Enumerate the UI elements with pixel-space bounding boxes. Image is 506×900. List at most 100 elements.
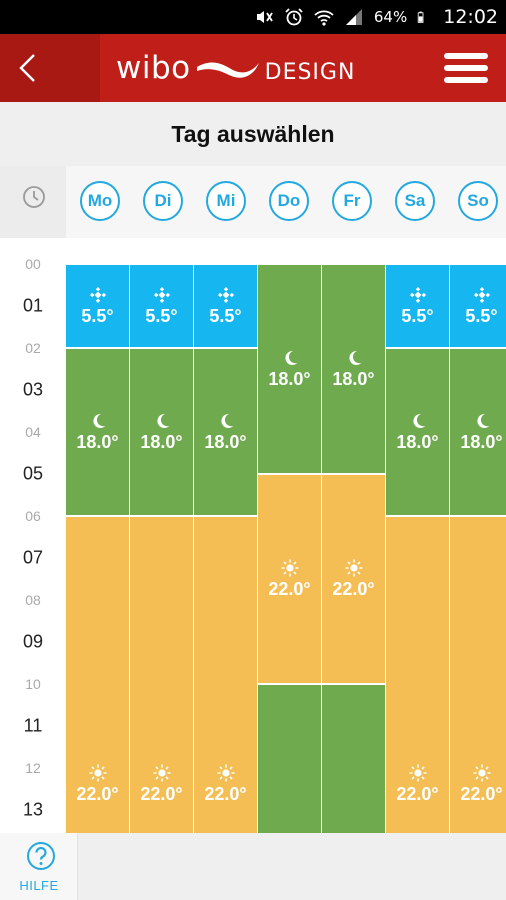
- day-selector: Mo Di Mi Do Fr Sa So: [0, 166, 506, 238]
- logo-wibo-text: wibo: [116, 50, 191, 86]
- schedule-block-fr-night[interactable]: [322, 685, 385, 833]
- schedule-block-sa-day[interactable]: 22.0°: [386, 517, 449, 833]
- moon-icon: [89, 412, 107, 430]
- battery-icon: [418, 11, 424, 23]
- hour-column: 00 01 02 03 04 05 06 07 08 09 10 11 12 13: [0, 238, 66, 833]
- help-label: HILFE: [19, 878, 59, 893]
- day-button-mo[interactable]: Mo: [80, 181, 120, 221]
- schedule-block-mi-night[interactable]: 18.0°: [194, 349, 257, 515]
- back-icon: [19, 54, 35, 82]
- hour-label: 04: [25, 424, 41, 440]
- sun-icon: [89, 764, 107, 782]
- help-button[interactable]: HILFE: [0, 833, 78, 900]
- temperature-label: 22.0°: [460, 783, 503, 804]
- day-button-do[interactable]: Do: [269, 181, 309, 221]
- schedule-block-sa-night[interactable]: 18.0°: [386, 349, 449, 515]
- hour-label: 06: [25, 508, 41, 524]
- moon-icon: [217, 412, 235, 430]
- brand-logo: wibo DESIGN: [116, 46, 355, 90]
- hour-label: 09: [22, 631, 44, 652]
- time-column-header: [0, 166, 66, 238]
- hour-label: 10: [25, 676, 41, 692]
- mute-icon: [256, 11, 273, 23]
- alarm-icon: [285, 8, 303, 26]
- sun-icon: [473, 764, 491, 782]
- temperature-label: 5.5°: [209, 305, 242, 326]
- app-bar: wibo DESIGN: [0, 34, 506, 102]
- hour-label: 00: [25, 256, 41, 272]
- subheader: Tag auswählen: [0, 102, 506, 166]
- bottom-bar: HILFE: [0, 833, 506, 900]
- snowflake-icon: [217, 286, 235, 304]
- snowflake-icon: [153, 286, 171, 304]
- hour-label: 01: [22, 295, 44, 316]
- temperature-label: 18.0°: [76, 431, 119, 452]
- logo-wave-icon: [196, 62, 259, 78]
- temperature-label: 22.0°: [332, 578, 375, 599]
- schedule-block-fr-night[interactable]: 18.0°: [322, 265, 385, 473]
- hour-label: 07: [22, 547, 44, 568]
- hour-label: 03: [22, 379, 44, 400]
- back-button[interactable]: [0, 34, 100, 102]
- schedule-block-so-day[interactable]: 22.0°: [450, 517, 506, 833]
- page-title: Tag auswählen: [171, 120, 335, 147]
- hour-label: 12: [25, 760, 41, 776]
- schedule-block-sa-frost[interactable]: 5.5°: [386, 265, 449, 347]
- moon-icon: [281, 349, 299, 367]
- moon-icon: [153, 412, 171, 430]
- schedule-block-do-night[interactable]: [258, 685, 321, 833]
- schedule-block-mo-night[interactable]: 18.0°: [66, 349, 129, 515]
- hour-label: 05: [22, 463, 44, 484]
- temperature-label: 18.0°: [332, 368, 375, 389]
- temperature-label: 18.0°: [140, 431, 183, 452]
- snowflake-icon: [409, 286, 427, 304]
- snowflake-icon: [89, 286, 107, 304]
- hour-label: 08: [25, 592, 41, 608]
- temperature-label: 5.5°: [401, 305, 434, 326]
- schedule-block-di-day[interactable]: 22.0°: [130, 517, 193, 833]
- schedule-block-di-frost[interactable]: 5.5°: [130, 265, 193, 347]
- help-icon: [27, 842, 55, 870]
- clock-time: 12:02: [443, 6, 498, 28]
- battery-percent: 64%: [373, 8, 408, 26]
- wifi-icon: [314, 10, 334, 26]
- schedule-block-mi-day[interactable]: 22.0°: [194, 517, 257, 833]
- day-button-di[interactable]: Di: [143, 181, 183, 221]
- sun-icon: [409, 764, 427, 782]
- moon-icon: [345, 349, 363, 367]
- schedule-block-do-day[interactable]: 22.0°: [258, 475, 321, 683]
- day-button-sa[interactable]: Sa: [395, 181, 435, 221]
- menu-icon[interactable]: [444, 52, 488, 84]
- temperature-label: 22.0°: [140, 783, 183, 804]
- temperature-label: 22.0°: [204, 783, 247, 804]
- schedule-block-mi-frost[interactable]: 5.5°: [194, 265, 257, 347]
- temperature-label: 18.0°: [268, 368, 311, 389]
- logo-design-text: DESIGN: [264, 59, 356, 85]
- day-button-mi[interactable]: Mi: [206, 181, 246, 221]
- schedule-block-so-night[interactable]: 18.0°: [450, 349, 506, 515]
- hour-label: 13: [22, 799, 44, 820]
- hour-label: 11: [23, 715, 43, 736]
- sun-icon: [217, 764, 235, 782]
- schedule-block-mo-frost[interactable]: 5.5°: [66, 265, 129, 347]
- schedule-block-do-night[interactable]: 18.0°: [258, 265, 321, 473]
- day-button-fr[interactable]: Fr: [332, 181, 372, 221]
- temperature-label: 22.0°: [76, 783, 119, 804]
- temperature-label: 18.0°: [204, 431, 247, 452]
- hour-label: 02: [25, 340, 41, 356]
- status-bar: 64% 12:02: [0, 0, 506, 34]
- temperature-label: 5.5°: [81, 305, 114, 326]
- schedule-block-di-night[interactable]: 18.0°: [130, 349, 193, 515]
- sun-icon: [345, 559, 363, 577]
- schedule-block-so-frost[interactable]: 5.5°: [450, 265, 506, 347]
- schedule-block-fr-day[interactable]: 22.0°: [322, 475, 385, 683]
- signal-icon: [345, 9, 362, 25]
- temperature-label: 18.0°: [460, 431, 503, 452]
- schedule-block-mo-day[interactable]: 22.0°: [66, 517, 129, 833]
- moon-icon: [409, 412, 427, 430]
- temperature-label: 5.5°: [145, 305, 178, 326]
- day-button-so[interactable]: So: [458, 181, 498, 221]
- sun-icon: [153, 764, 171, 782]
- temperature-label: 22.0°: [268, 578, 311, 599]
- moon-icon: [473, 412, 491, 430]
